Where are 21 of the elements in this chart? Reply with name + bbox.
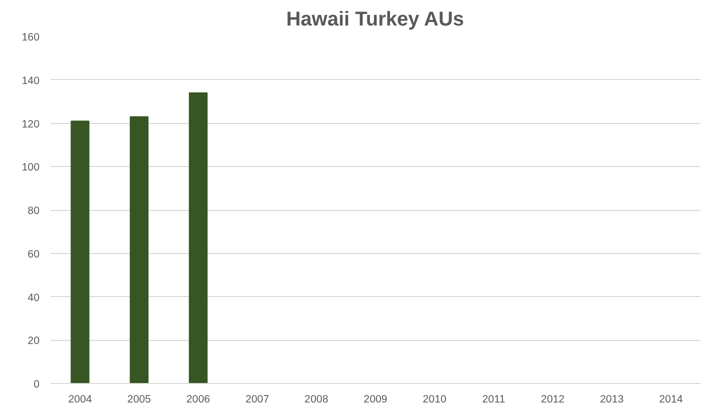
x-tick-label: 2012 xyxy=(540,394,565,406)
x-tick-label: 2005 xyxy=(127,394,152,406)
x-tick-label: 2007 xyxy=(245,394,270,406)
y-tick-label: 160 xyxy=(22,32,40,44)
y-tick-label: 80 xyxy=(28,205,40,217)
x-tick-label: 2014 xyxy=(659,394,683,406)
y-tick-label: 120 xyxy=(22,118,40,130)
x-tick-label: 2006 xyxy=(186,394,210,406)
x-tick-label: 2008 xyxy=(304,394,328,406)
x-tick-label: 2004 xyxy=(68,394,92,406)
chart-title: Hawaii Turkey AUs xyxy=(286,8,464,30)
y-tick-label: 40 xyxy=(28,292,40,304)
x-tick-label: 2009 xyxy=(364,394,388,406)
x-tick-label: 2010 xyxy=(422,394,447,406)
y-tick-label: 20 xyxy=(28,335,40,348)
x-tick-label: 2013 xyxy=(600,394,624,406)
y-tick-label: 100 xyxy=(22,162,40,174)
y-tick-label: 140 xyxy=(22,74,40,87)
y-tick-label: 0 xyxy=(34,378,40,390)
y-tick-label: 60 xyxy=(28,248,40,260)
x-tick-label: 2011 xyxy=(482,394,506,406)
